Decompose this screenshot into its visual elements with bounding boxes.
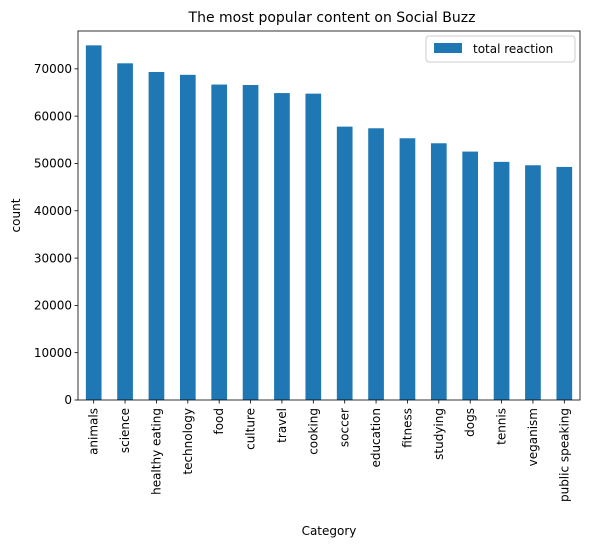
y-axis-label: count bbox=[9, 198, 23, 232]
bar-education bbox=[368, 128, 384, 400]
bar-soccer bbox=[336, 126, 353, 400]
x-tick-label: public speaking bbox=[557, 408, 571, 502]
x-tick-label: healthy eating bbox=[149, 408, 163, 495]
legend-label: total reaction bbox=[473, 42, 553, 56]
y-tick-label: 70000 bbox=[34, 62, 72, 76]
y-tick-label: 50000 bbox=[34, 157, 72, 171]
bar-cooking bbox=[305, 93, 322, 401]
x-tick-label: technology bbox=[181, 408, 195, 475]
x-tick-label: studying bbox=[432, 408, 446, 460]
x-tick-label: cooking bbox=[306, 408, 320, 455]
bar-culture bbox=[242, 85, 259, 400]
y-axis: 0 10000 20000 30000 40000 50000 60000 70000 bbox=[34, 62, 78, 407]
bar-tennis bbox=[493, 161, 510, 400]
y-tick-label: 10000 bbox=[34, 346, 72, 360]
x-tick-label: travel bbox=[275, 408, 289, 443]
x-tick-label: education bbox=[369, 408, 383, 468]
bar-dogs bbox=[462, 151, 479, 400]
bar-healthy-eating bbox=[148, 71, 165, 400]
y-tick-label: 0 bbox=[64, 393, 72, 407]
x-axis-label: Category bbox=[302, 524, 357, 538]
bar-public-speaking bbox=[556, 166, 573, 400]
plot-frame bbox=[77, 30, 581, 401]
x-tick-label: tennis bbox=[495, 408, 509, 445]
x-tick-label: food bbox=[212, 408, 226, 435]
x-tick-label: dogs bbox=[463, 408, 477, 437]
bars-group bbox=[85, 45, 573, 401]
chart-title: The most popular content on Social Buzz bbox=[188, 10, 476, 26]
bar-animals bbox=[85, 45, 102, 401]
legend-swatch bbox=[434, 43, 462, 53]
bar-studying bbox=[430, 143, 447, 401]
x-axis: animals science healthy eating technology fo… bbox=[87, 400, 571, 502]
bar-veganism bbox=[525, 165, 541, 400]
x-tick-label: culture bbox=[244, 408, 258, 450]
bar-technology bbox=[179, 74, 196, 401]
y-tick-label: 60000 bbox=[34, 109, 72, 123]
bar-travel bbox=[274, 93, 290, 401]
y-tick-label: 30000 bbox=[34, 251, 72, 265]
bar-fitness bbox=[399, 138, 416, 400]
bar-science bbox=[117, 63, 133, 400]
x-tick-label: fitness bbox=[400, 408, 414, 448]
legend-box bbox=[425, 35, 576, 63]
x-tick-label: soccer bbox=[338, 408, 352, 447]
y-tick-label: 20000 bbox=[34, 299, 72, 313]
y-tick-label: 40000 bbox=[34, 204, 72, 218]
x-tick-label: animals bbox=[87, 408, 101, 455]
x-tick-label: science bbox=[118, 408, 132, 453]
legend: total reaction bbox=[425, 35, 576, 63]
bar-food bbox=[211, 84, 228, 400]
x-tick-label: veganism bbox=[526, 408, 540, 466]
